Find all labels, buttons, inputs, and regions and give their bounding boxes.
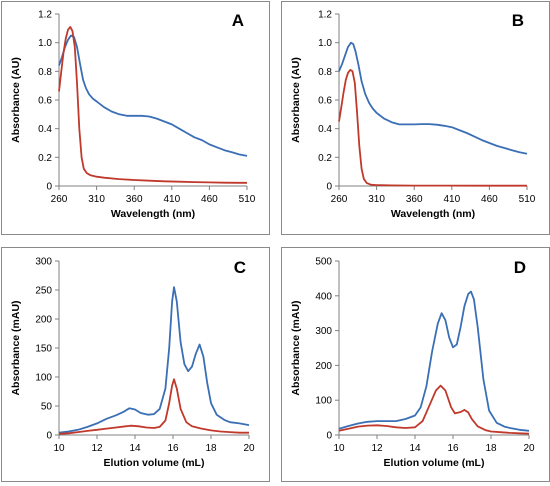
red-series-line [338, 384, 530, 435]
x-tick-label: 410 [443, 194, 460, 205]
x-tick-label: 16 [447, 443, 459, 454]
x-tick-label: 14 [409, 443, 421, 454]
y-tick-label: 0.2 [38, 153, 52, 164]
y-tick-label: 0 [326, 431, 332, 442]
y-tick-label: 0.2 [318, 153, 332, 164]
x-axis-label: Elution volume (mL) [384, 457, 485, 469]
y-tick-label: 100 [315, 396, 332, 407]
y-tick-label: 200 [35, 315, 52, 326]
x-tick-label: 510 [239, 194, 256, 205]
y-tick-label: 0 [46, 182, 52, 193]
red-series-line [58, 378, 249, 435]
x-tick-label: 360 [126, 194, 143, 205]
x-tick-label: 18 [205, 443, 217, 454]
y-tick-label: 300 [35, 257, 52, 268]
x-tick-label: 12 [371, 443, 383, 454]
y-tick-label: 200 [315, 361, 332, 372]
blue-series-line [58, 34, 248, 157]
y-tick-label: 1.2 [318, 10, 332, 21]
y-tick-label: 250 [35, 286, 52, 297]
panel-letter: A [232, 11, 244, 30]
y-tick-label: 50 [41, 402, 53, 413]
y-axis-label: Absorbance (mAU) [10, 300, 22, 395]
y-tick-label: 0 [46, 431, 52, 442]
panel-letter: B [512, 11, 524, 30]
x-tick-label: 460 [481, 194, 498, 205]
x-tick-label: 460 [201, 194, 218, 205]
y-tick-label: 100 [35, 373, 52, 384]
panel-frame [1, 1, 270, 235]
x-tick-label: 20 [243, 443, 255, 454]
x-axis-label: Wavelength (nm) [391, 208, 475, 220]
y-tick-label: 0.6 [318, 96, 332, 107]
blue-series-line [338, 41, 528, 155]
y-tick-label: 500 [315, 257, 332, 268]
x-tick-label: 260 [51, 194, 68, 205]
panel-a: 0 0.2 0.4 0.6 0.8 1.0 1.2 260 310 360 410 460 510 Wav… [1, 1, 270, 235]
y-tick-label: 0 [326, 182, 332, 193]
x-tick-label: 410 [163, 194, 180, 205]
panel-c: 0 50 100 150 200 250 300 10 12 14 16 18 20 Elution vo… [1, 247, 270, 482]
y-axis-label: Absorbance (AU) [10, 57, 22, 143]
panel-d: 0 100 200 300 400 500 10 12 14 16 18 20 Elution volu… [281, 247, 550, 482]
blue-series-line [58, 286, 250, 434]
y-tick-label: 300 [315, 326, 332, 337]
blue-series-line [338, 290, 530, 432]
panel-frame [1, 247, 270, 482]
y-tick-label: 400 [315, 291, 332, 302]
x-tick-label: 12 [91, 443, 103, 454]
x-tick-label: 310 [88, 194, 105, 205]
x-tick-label: 20 [523, 443, 535, 454]
x-tick-label: 510 [519, 194, 536, 205]
x-tick-label: 10 [53, 443, 65, 454]
y-tick-label: 1.2 [38, 10, 52, 21]
red-series-line [58, 26, 247, 184]
x-tick-label: 310 [368, 194, 385, 205]
y-tick-label: 0.8 [318, 67, 332, 78]
y-tick-label: 0.6 [38, 96, 52, 107]
y-axis-label: Absorbance (AU) [290, 57, 302, 143]
x-tick-label: 16 [167, 443, 179, 454]
y-tick-label: 150 [35, 344, 52, 355]
y-tick-label: 1.0 [318, 38, 332, 49]
red-series-line [338, 69, 527, 187]
panel-letter: D [514, 258, 526, 277]
y-tick-label: 0.8 [38, 67, 52, 78]
x-tick-label: 260 [331, 194, 348, 205]
x-tick-label: 10 [333, 443, 345, 454]
x-axis-label: Wavelength (nm) [111, 208, 195, 220]
y-tick-label: 0.4 [38, 124, 52, 135]
y-axis-label: Absorbance (mAU) [290, 300, 302, 395]
panel-b: 0 0.2 0.4 0.6 0.8 1.0 1.2 260 310 360 410 460 510 Wav… [281, 1, 550, 235]
panel-letter: C [234, 258, 246, 277]
x-tick-label: 18 [485, 443, 497, 454]
y-tick-label: 0.4 [318, 124, 332, 135]
x-tick-label: 360 [406, 194, 423, 205]
x-axis-label: Elution volume (mL) [104, 457, 205, 469]
y-tick-label: 1.0 [38, 38, 52, 49]
x-tick-label: 14 [129, 443, 141, 454]
